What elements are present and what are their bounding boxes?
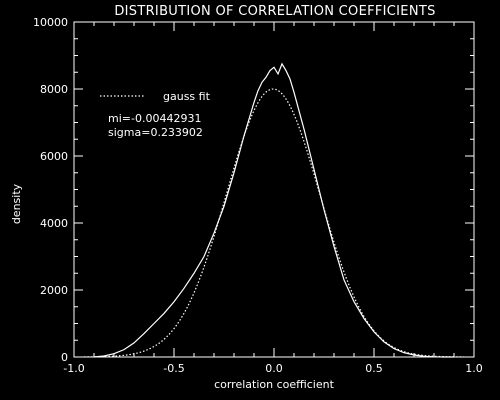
annotation-sigma: sigma=0.233902 bbox=[108, 126, 203, 139]
x-tick-label: -1.0 bbox=[63, 362, 84, 375]
plot-frame bbox=[73, 21, 475, 358]
y-tick-label: 6000 bbox=[40, 150, 68, 163]
x-tick-label: 0.5 bbox=[365, 362, 383, 375]
axis-ticks bbox=[73, 21, 475, 358]
x-axis-label: correlation coefficient bbox=[214, 378, 335, 391]
x-tick-label: -0.5 bbox=[163, 362, 184, 375]
annotation-mi: mi=-0.00442931 bbox=[108, 112, 201, 125]
y-tick-label: 4000 bbox=[40, 217, 68, 230]
y-tick-label: 0 bbox=[61, 351, 68, 364]
axis-tick-labels: -1.0 -0.5 0.0 0.5 1.0 0 2000 4000 6000 8000 10000 bbox=[33, 16, 483, 375]
gauss-fit-line bbox=[83, 88, 465, 358]
distribution-line bbox=[93, 62, 454, 358]
y-tick-label: 10000 bbox=[33, 16, 68, 29]
y-tick-label: 8000 bbox=[40, 83, 68, 96]
y-axis-label: density bbox=[10, 183, 23, 224]
y-tick-label: 2000 bbox=[40, 284, 68, 297]
x-tick-label: 1.0 bbox=[465, 362, 483, 375]
x-tick-label: 0.0 bbox=[265, 362, 283, 375]
legend-gauss-fit-label: gauss fit bbox=[163, 90, 211, 103]
chart-title: DISTRIBUTION OF CORRELATION COEFFICIENTS bbox=[114, 4, 435, 19]
